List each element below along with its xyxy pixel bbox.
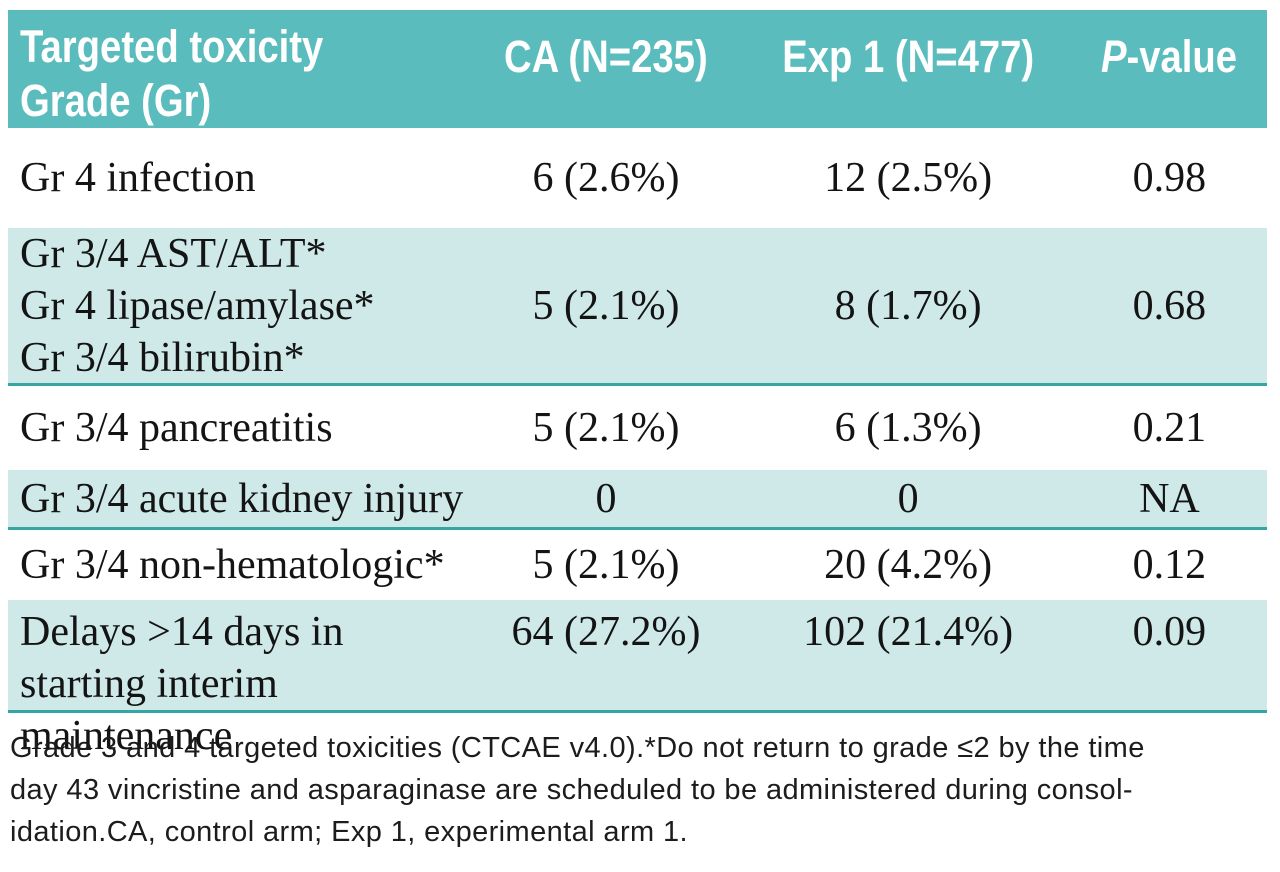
table-row-pancreatitis: Gr 3/4 pancreatitis 5 (2.1%) 6 (1.3%) 0.… xyxy=(8,386,1267,470)
pvalue-value: NA xyxy=(1139,475,1200,522)
header-exp1-label: Exp 1 (N=477) xyxy=(782,31,1035,82)
row-label: Gr 3/4 acute kidney injury xyxy=(20,475,464,522)
ca-value: 5 (2.1%) xyxy=(532,283,680,329)
ca-value: 5 (2.1%) xyxy=(532,405,680,451)
header-pvalue-italic-p: P xyxy=(1101,31,1127,82)
exp1-value: 102 (21.4%) xyxy=(803,609,1014,655)
row-label: Gr 3/4 non-hematologic* xyxy=(20,542,445,588)
pvalue-value: 0.09 xyxy=(1132,609,1207,655)
row-label: Delays >14 days in starting interim main… xyxy=(20,609,344,759)
row-label: Gr 3/4 AST/ALT* Gr 4 lipase/amylase* Gr … xyxy=(20,231,375,381)
pvalue-value: 0.12 xyxy=(1132,542,1207,588)
header-cell-ca: CA (N=235) xyxy=(468,30,745,118)
header-ca-label: CA (N=235) xyxy=(504,31,708,82)
header-cell-exp1: Exp 1 (N=477) xyxy=(745,30,1072,118)
row-label: Gr 4 infection xyxy=(20,155,256,201)
table-row-delays-interim-maintenance: Delays >14 days in starting interim main… xyxy=(8,600,1267,759)
ca-value: 5 (2.1%) xyxy=(532,542,680,588)
pvalue-value: 0.21 xyxy=(1132,405,1207,451)
pvalue-value: 0.98 xyxy=(1132,155,1207,201)
ca-value: 0 xyxy=(595,475,617,522)
row-label: Gr 3/4 pancreatitis xyxy=(20,405,333,451)
exp1-value: 8 (1.7%) xyxy=(834,283,982,329)
exp1-value: 20 (4.2%) xyxy=(824,542,993,588)
exp1-value: 6 (1.3%) xyxy=(834,405,982,451)
table-row-non-hematologic: Gr 3/4 non-hematologic* 5 (2.1%) 20 (4.2… xyxy=(8,530,1267,600)
header-cell-pvalue: P-value xyxy=(1072,30,1267,118)
ca-value: 6 (2.6%) xyxy=(532,155,680,201)
exp1-value: 12 (2.5%) xyxy=(824,155,993,201)
ca-value: 64 (27.2%) xyxy=(511,609,701,655)
header-toxicity-label: Targeted toxicity Grade (Gr) xyxy=(20,21,324,126)
toxicity-table: Targeted toxicity Grade (Gr) CA (N=235) … xyxy=(8,10,1267,759)
header-pvalue-rest: -value xyxy=(1126,31,1238,82)
table-row-ast-alt-lipase-bilirubin: Gr 3/4 AST/ALT* Gr 4 lipase/amylase* Gr … xyxy=(8,228,1267,386)
table-footnote: Grade 3 and 4 targeted toxicities (CTCAE… xyxy=(10,732,1145,848)
table-row-acute-kidney-injury: Gr 3/4 acute kidney injury 0 0 NA xyxy=(8,470,1267,530)
exp1-value: 0 xyxy=(897,475,919,522)
header-cell-toxicity: Targeted toxicity Grade (Gr) xyxy=(8,20,468,128)
pvalue-value: 0.68 xyxy=(1132,283,1207,329)
table-row-infection: Gr 4 infection 6 (2.6%) 12 (2.5%) 0.98 xyxy=(8,128,1267,228)
header-pvalue-label: P-value xyxy=(1101,30,1237,84)
table-header-row: Targeted toxicity Grade (Gr) CA (N=235) … xyxy=(8,10,1267,128)
